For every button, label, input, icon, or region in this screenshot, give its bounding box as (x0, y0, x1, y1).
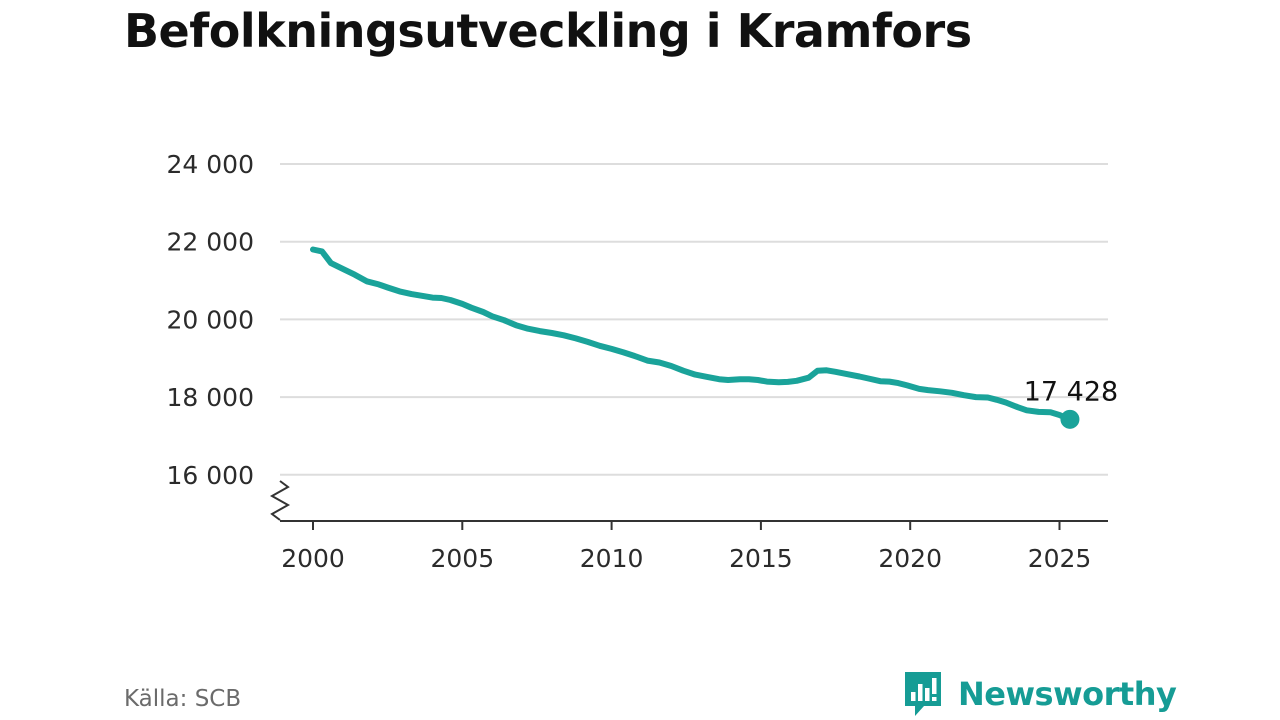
end-point-group: 17 428 (1024, 376, 1118, 429)
x-tick-label-2010: 2010 (580, 544, 644, 573)
chart-title: Befolkningsutveckling i Kramfors (124, 4, 972, 58)
series-group (310, 246, 1073, 423)
brand-logo: Newsworthy (902, 670, 1177, 718)
y-tick-label-18000: 18 000 (167, 383, 254, 412)
y-axis-tick-labels: 16 000 18 000 20 000 22 000 24 000 (167, 150, 254, 490)
x-tick-label-2000: 2000 (281, 544, 345, 573)
y-tick-label-20000: 20 000 (167, 305, 254, 334)
end-point-marker (1060, 409, 1080, 429)
gridlines (280, 163, 1108, 476)
x-tick-label-2005: 2005 (430, 544, 494, 573)
source-note: Källa: SCB (124, 686, 242, 712)
population-series-line (310, 246, 1073, 423)
x-tick-label-2020: 2020 (878, 544, 942, 573)
axis-break-zigzag (269, 480, 291, 521)
y-tick-label-16000: 16 000 (167, 461, 254, 490)
x-tick-label-2025: 2025 (1028, 544, 1092, 573)
y-tick-label-24000: 24 000 (167, 150, 254, 179)
end-value-label: 17 428 (1024, 376, 1118, 407)
x-axis: 2000 2005 2010 2015 2020 2025 (280, 520, 1108, 573)
y-tick-label-22000: 22 000 (167, 228, 254, 257)
newsworthy-logo-icon (905, 672, 941, 716)
x-tick-label-2015: 2015 (729, 544, 793, 573)
brand-name: Newsworthy (958, 675, 1177, 713)
axis-break-icon (269, 480, 291, 521)
